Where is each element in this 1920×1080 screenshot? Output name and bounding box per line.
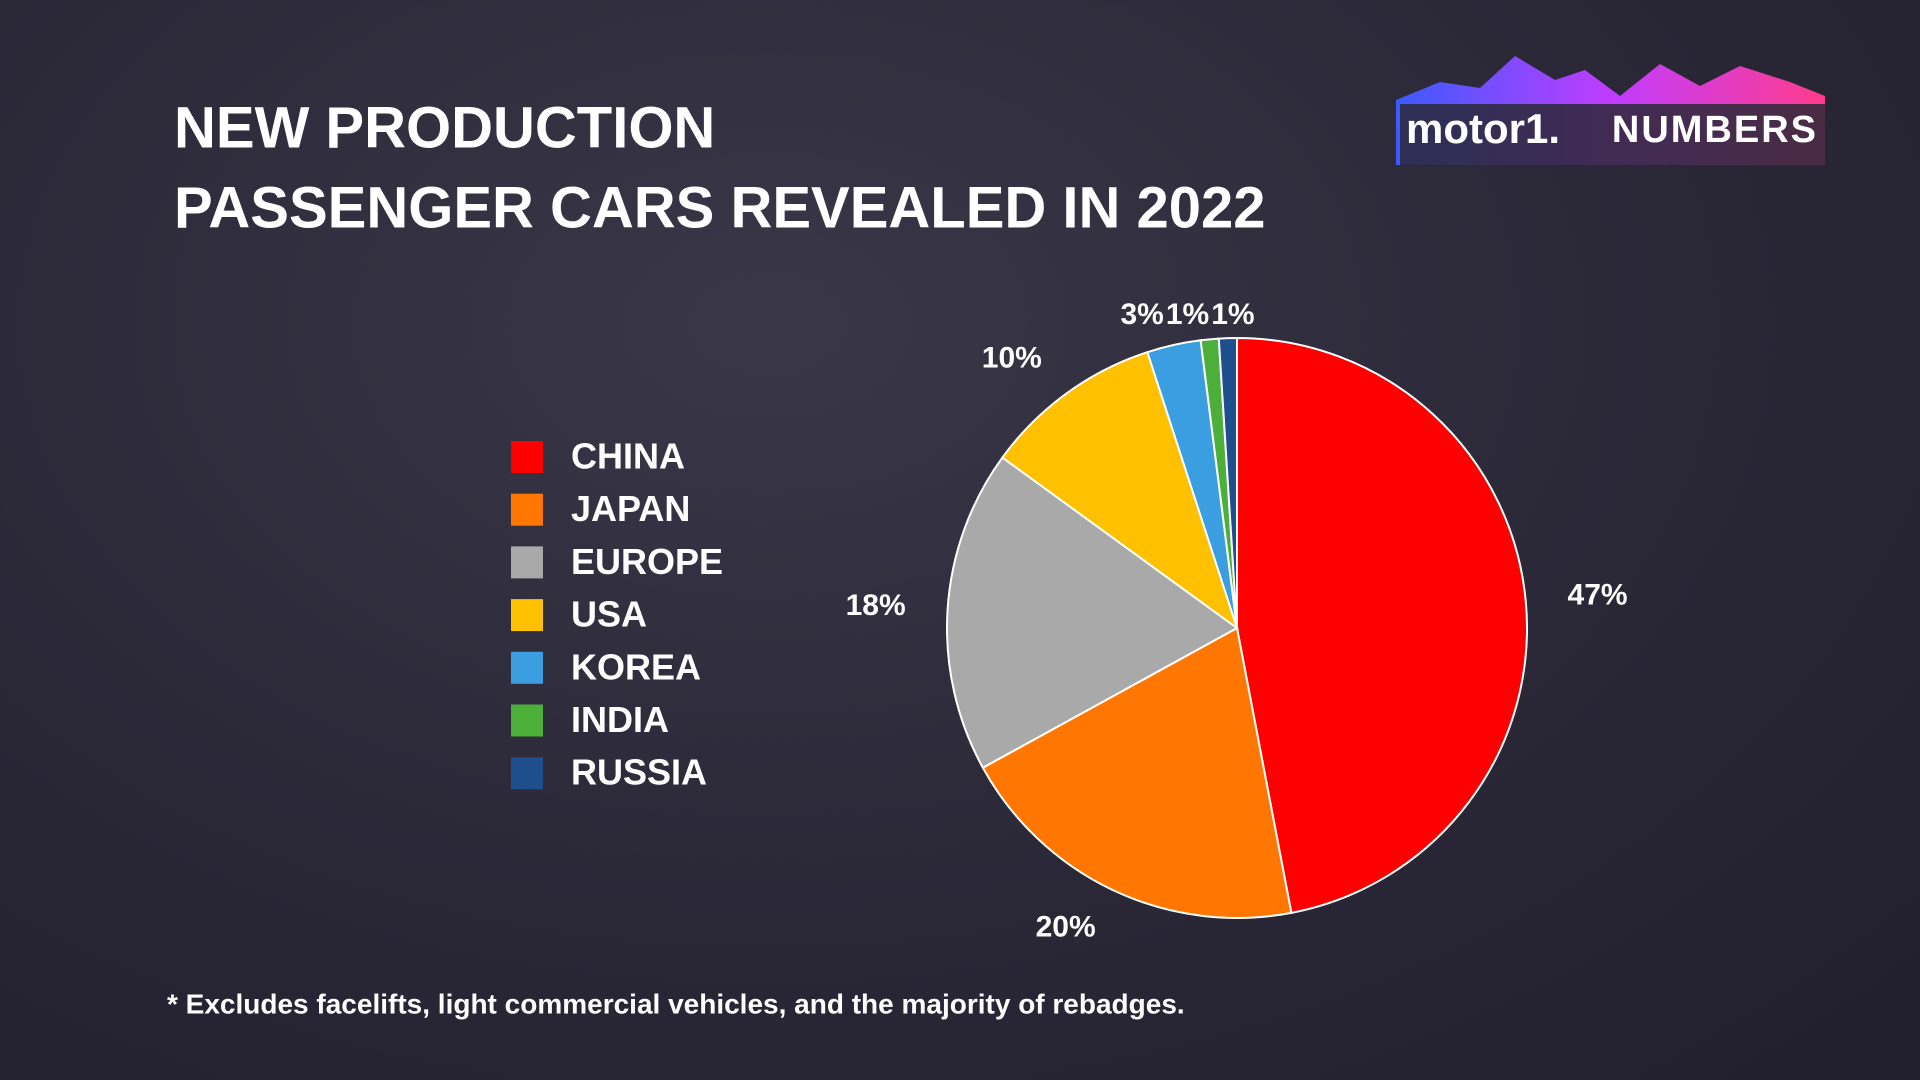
legend-swatch <box>511 704 543 737</box>
value-label: 18% <box>846 589 906 622</box>
value-label: 1% <box>1211 298 1254 331</box>
logo-band <box>1400 104 1825 166</box>
value-label: 20% <box>1036 910 1096 943</box>
pie-slice <box>1000 350 1239 631</box>
value-label: 10% <box>982 341 1042 374</box>
logo: motor1. NUMBERS <box>1396 56 1825 166</box>
legend-swatch <box>511 441 543 473</box>
pie-slice <box>946 456 1239 770</box>
legend-swatch <box>511 493 543 526</box>
legend-swatch <box>511 651 543 684</box>
logo-label: NUMBERS <box>1612 109 1818 151</box>
legend-swatch <box>511 599 543 632</box>
value-label: 3% <box>1120 298 1163 331</box>
value-label: 1% <box>1166 298 1209 331</box>
legend-label: JAPAN <box>571 488 690 529</box>
legend-label: CHINA <box>571 436 685 477</box>
legend-label: KOREA <box>571 646 701 687</box>
legend-swatch <box>511 757 543 790</box>
legend-swatch <box>511 546 543 579</box>
legend-label: USA <box>571 594 647 635</box>
value-label: 47% <box>1568 579 1628 612</box>
chart-title: NEW PRODUCTION <box>174 95 715 160</box>
pie-slice <box>981 626 1293 919</box>
legend-label: RUSSIA <box>571 752 707 793</box>
logo-brand: motor1. <box>1406 105 1560 152</box>
pie-slice <box>1236 336 1528 915</box>
legend-label: INDIA <box>571 699 669 740</box>
pie-slice <box>1217 336 1238 629</box>
footnote: * Excludes facelifts, light commercial v… <box>167 988 1185 1019</box>
legend-label: EUROPE <box>571 541 723 582</box>
chart-title: PASSENGER CARS REVEALED IN 2022 <box>174 175 1266 240</box>
